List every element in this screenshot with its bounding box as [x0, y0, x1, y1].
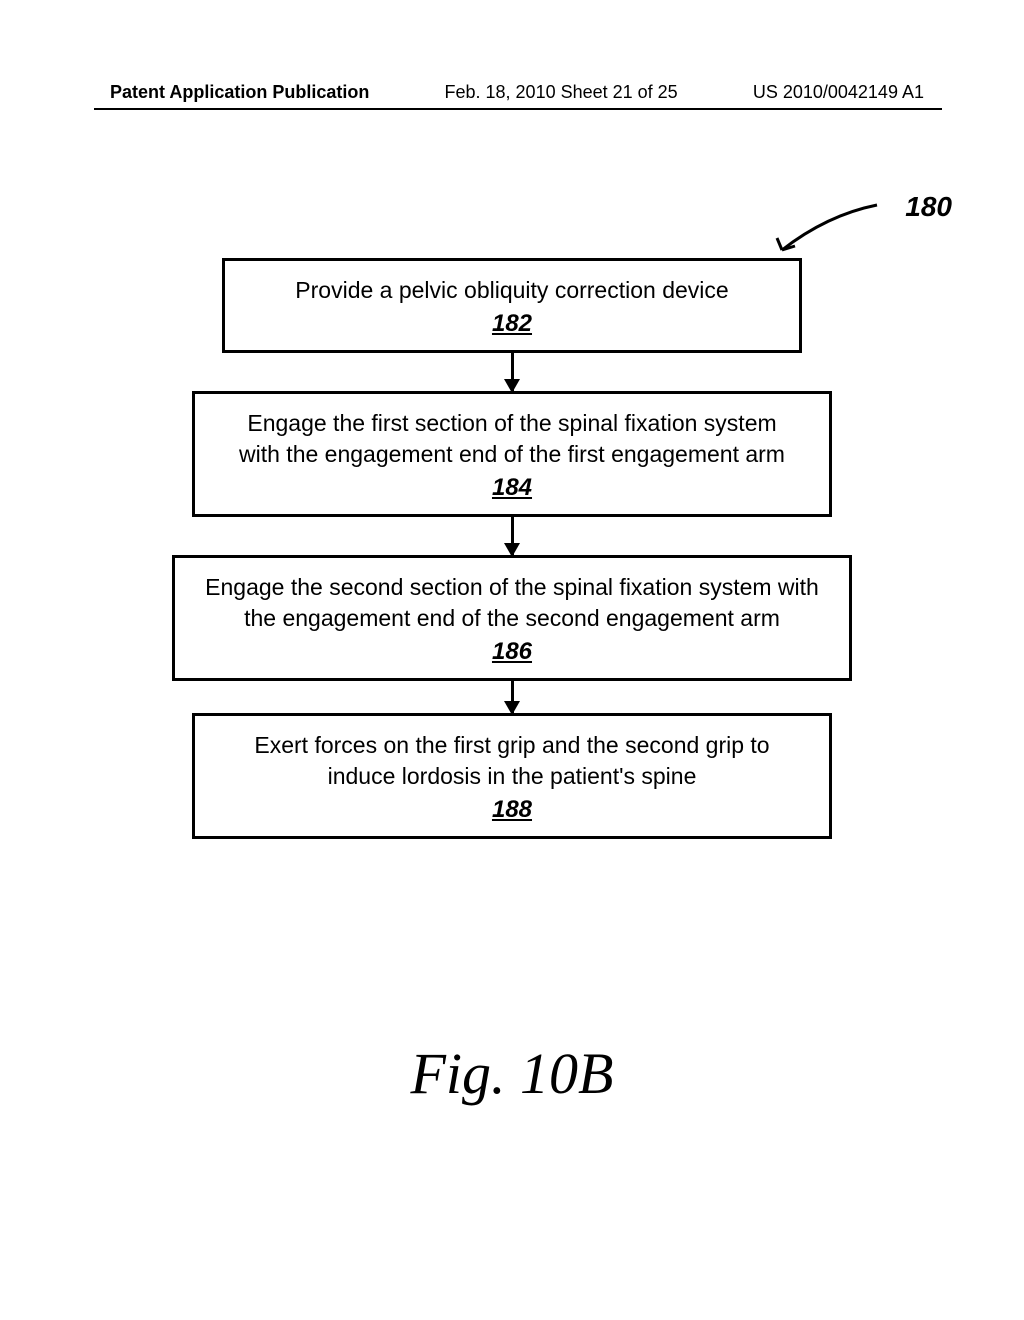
step-text: Provide a pelvic obliquity correction de… [255, 275, 769, 306]
arrow-connector-icon [511, 517, 514, 555]
step-text: Exert forces on the first grip and the s… [225, 730, 799, 792]
flowchart-step-186: Engage the second section of the spinal … [172, 555, 852, 681]
arrow-connector-icon [511, 353, 514, 391]
header-publication-type: Patent Application Publication [110, 82, 369, 103]
arrow-connector-icon [511, 681, 514, 713]
header-patent-number: US 2010/0042149 A1 [753, 82, 924, 103]
flowchart-diagram: 180 Provide a pelvic obliquity correctio… [172, 195, 852, 839]
figure-label: Fig. 10B [411, 1040, 614, 1107]
step-number: 186 [205, 638, 819, 666]
page-header: Patent Application Publication Feb. 18, … [0, 82, 1024, 103]
flowchart-step-188: Exert forces on the first grip and the s… [192, 713, 832, 839]
header-divider [94, 108, 942, 110]
step-number: 184 [225, 474, 799, 502]
step-text: Engage the first section of the spinal f… [225, 408, 799, 470]
step-number: 182 [255, 310, 769, 338]
step-text: Engage the second section of the spinal … [205, 572, 819, 634]
step-number: 188 [225, 796, 799, 824]
flowchart-step-182: Provide a pelvic obliquity correction de… [222, 258, 802, 353]
header-date-sheet: Feb. 18, 2010 Sheet 21 of 25 [445, 82, 678, 103]
flowchart-step-184: Engage the first section of the spinal f… [192, 391, 832, 517]
flowchart-reference-number: 180 [905, 191, 952, 223]
reference-arrow-icon [767, 200, 887, 260]
